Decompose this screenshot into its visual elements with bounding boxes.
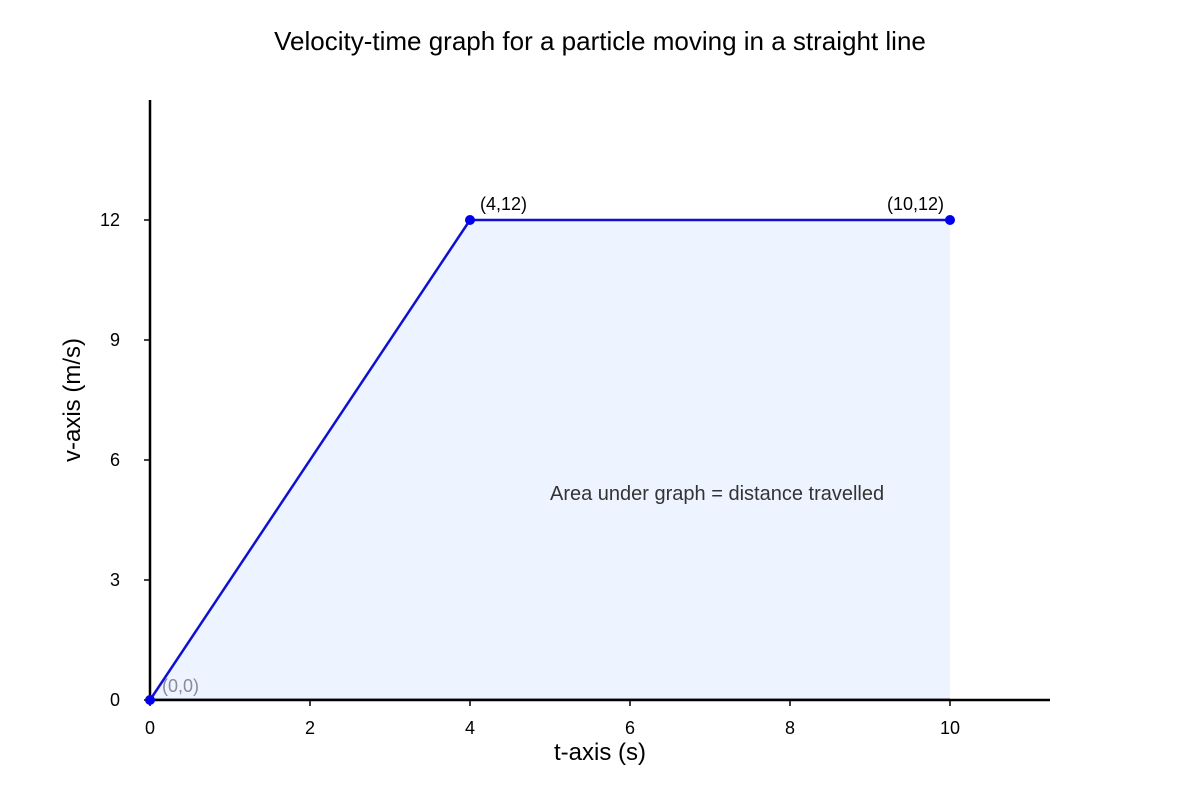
y-tick-label: 12 bbox=[100, 210, 120, 230]
point-label: (0,0) bbox=[162, 676, 199, 696]
point-label: (10,12) bbox=[887, 194, 944, 214]
x-axis-label: t-axis (s) bbox=[554, 739, 646, 766]
x-tick-label: 10 bbox=[940, 718, 960, 738]
x-tick-label: 4 bbox=[465, 718, 475, 738]
x-tick-label: 6 bbox=[625, 718, 635, 738]
data-point bbox=[145, 695, 155, 705]
x-tick-label: 2 bbox=[305, 718, 315, 738]
point-label: (4,12) bbox=[480, 194, 527, 214]
data-point bbox=[945, 215, 955, 225]
x-tick-label: 8 bbox=[785, 718, 795, 738]
x-tick-label: 0 bbox=[145, 718, 155, 738]
chart-title: Velocity-time graph for a particle movin… bbox=[274, 26, 926, 56]
y-tick-label: 0 bbox=[110, 690, 120, 710]
area-under-graph bbox=[150, 220, 950, 700]
y-tick-label: 3 bbox=[110, 570, 120, 590]
y-axis-label: v-axis (m/s) bbox=[59, 338, 86, 462]
y-tick-label: 6 bbox=[110, 450, 120, 470]
y-tick-label: 9 bbox=[110, 330, 120, 350]
data-point bbox=[465, 215, 475, 225]
area-annotation: Area under graph = distance travelled bbox=[550, 483, 884, 505]
